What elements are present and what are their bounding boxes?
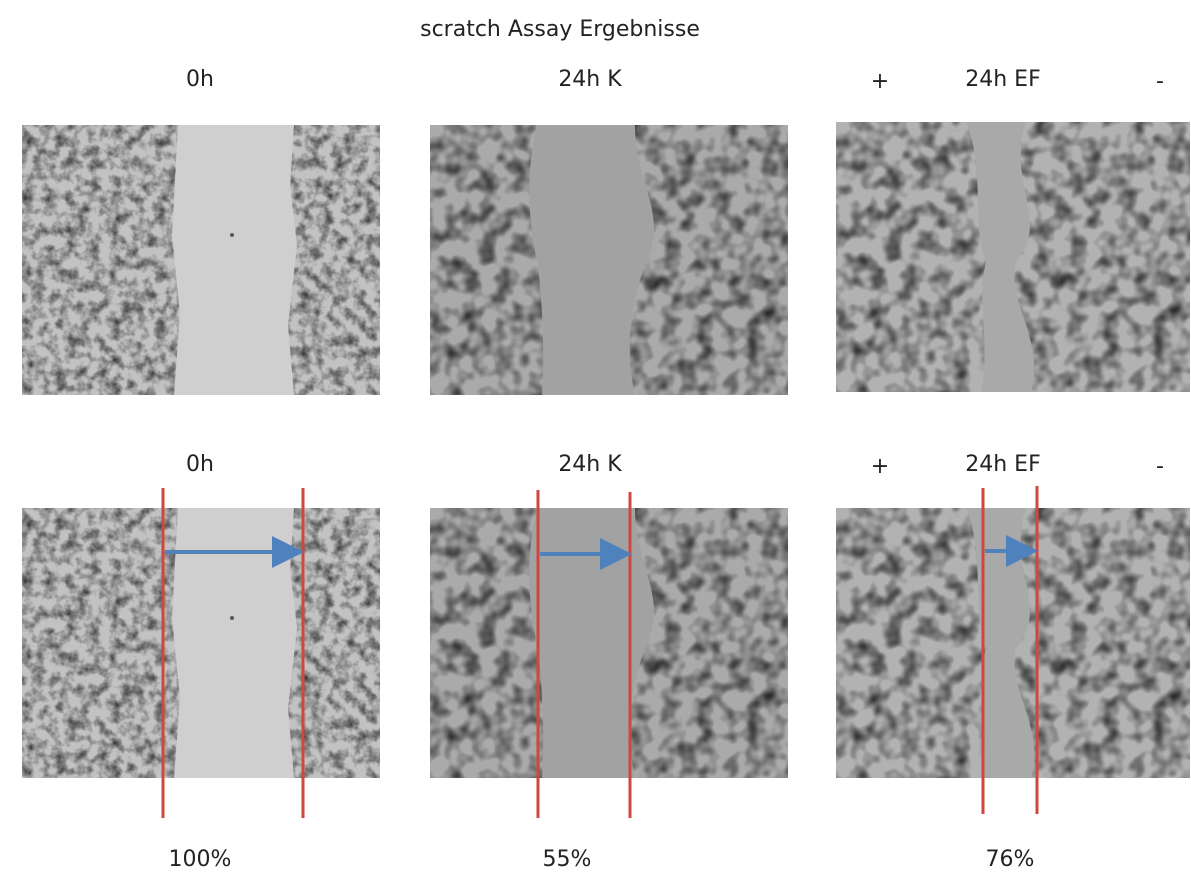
micrograph [836, 122, 1190, 392]
result: 100% [169, 847, 232, 872]
micrograph [22, 125, 380, 395]
micrograph [430, 125, 788, 395]
width-arrows [165, 535, 1038, 570]
sign: - [1156, 69, 1164, 94]
panel-label: 0h [186, 67, 214, 92]
micrograph [430, 508, 788, 778]
micrograph [836, 508, 1190, 778]
sign: + [871, 454, 889, 479]
panel-label: 24h EF [965, 67, 1041, 92]
panel-label: 24h K [558, 452, 622, 477]
result: 76% [986, 847, 1035, 872]
result: 55% [543, 847, 592, 872]
panel-label: 24h EF [965, 452, 1041, 477]
sign: + [871, 69, 889, 94]
micrograph [22, 508, 380, 778]
title: scratch Assay Ergebnisse [420, 17, 700, 42]
panel-label: 24h K [558, 67, 622, 92]
panel-label: 0h [186, 452, 214, 477]
sign: - [1156, 454, 1164, 479]
